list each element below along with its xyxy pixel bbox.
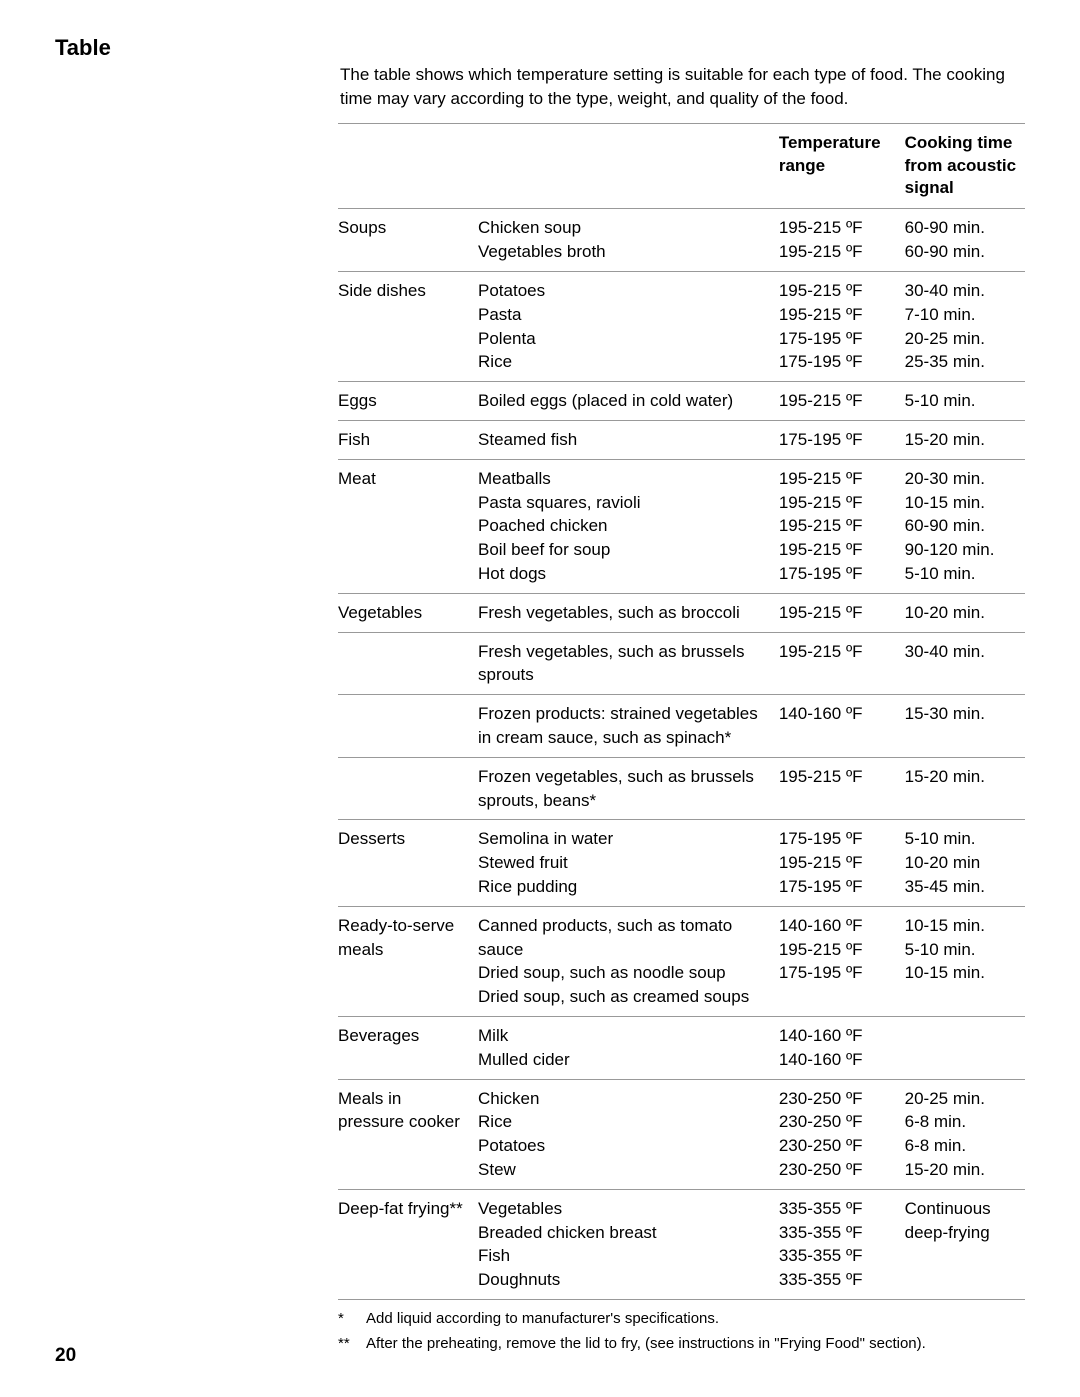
th-temp: Temperature range [779,123,905,209]
cell-temp: 140-160 ºF [779,695,905,758]
cell-food: Chicken soupVegetables broth [478,209,779,272]
cell-food: Steamed fish [478,420,779,459]
cell-category: Ready-to-serve meals [338,906,478,1016]
cell-food: ChickenRicePotatoesStew [478,1079,779,1189]
cell-food: Canned products, such as tomato sauceDri… [478,906,779,1016]
table-row: Frozen vegetables, such as brussels spro… [338,757,1025,820]
cooking-table: Temperature range Cooking time from acou… [338,123,1025,1300]
cell-time [905,1016,1025,1079]
cell-food: Frozen vegetables, such as brussels spro… [478,757,779,820]
footnote-text: Add liquid according to manufacturer's s… [366,1310,719,1327]
cell-temp: 195-215 ºF [779,593,905,632]
cell-time: 10-15 min.5-10 min.10-15 min. [905,906,1025,1016]
footnote: **After the preheating, remove the lid t… [338,1335,1025,1352]
cell-time: 15-20 min. [905,757,1025,820]
cell-category: Deep-fat frying** [338,1189,478,1299]
table-row: VegetablesFresh vegetables, such as broc… [338,593,1025,632]
footnote-text: After the preheating, remove the lid to … [366,1335,926,1352]
th-food [478,123,779,209]
cell-temp: 195-215 ºF195-215 ºF [779,209,905,272]
table-row: SoupsChicken soupVegetables broth195-215… [338,209,1025,272]
cell-category [338,632,478,695]
cell-food: VegetablesBreaded chicken breastFishDoug… [478,1189,779,1299]
table-row: FishSteamed fish175-195 ºF15-20 min. [338,420,1025,459]
table-row: Frozen products: strained vegetables in … [338,695,1025,758]
cell-time: 15-20 min. [905,420,1025,459]
cell-temp: 335-355 ºF335-355 ºF335-355 ºF335-355 ºF [779,1189,905,1299]
cell-time: Continuous deep-frying [905,1189,1025,1299]
cell-time: 20-25 min.6-8 min.6-8 min.15-20 min. [905,1079,1025,1189]
cell-category: Meals in pressure cooker [338,1079,478,1189]
table-row: Meals in pressure cookerChickenRicePotat… [338,1079,1025,1189]
table-header-row: Temperature range Cooking time from acou… [338,123,1025,209]
cell-temp: 195-215 ºF [779,382,905,421]
table-row: Deep-fat frying**VegetablesBreaded chick… [338,1189,1025,1299]
cell-time: 30-40 min.7-10 min.20-25 min.25-35 min. [905,272,1025,382]
cell-time: 30-40 min. [905,632,1025,695]
cell-category: Vegetables [338,593,478,632]
cell-temp: 195-215 ºF195-215 ºF175-195 ºF175-195 ºF [779,272,905,382]
cell-time: 60-90 min.60-90 min. [905,209,1025,272]
cell-category [338,757,478,820]
cell-food: MeatballsPasta squares, ravioliPoached c… [478,459,779,593]
table-row: Side dishesPotatoesPastaPolentaRice195-2… [338,272,1025,382]
cell-category: Desserts [338,820,478,906]
cell-temp: 195-215 ºF [779,632,905,695]
cooking-table-wrapper: Temperature range Cooking time from acou… [338,123,1025,1300]
cell-food: Frozen products: strained vegetables in … [478,695,779,758]
cell-category: Meat [338,459,478,593]
cell-food: Semolina in waterStewed fruitRice puddin… [478,820,779,906]
cell-food: MilkMulled cider [478,1016,779,1079]
cell-category: Soups [338,209,478,272]
footnote: *Add liquid according to manufacturer's … [338,1310,1025,1327]
footnote-marker: * [338,1310,366,1327]
table-row: DessertsSemolina in waterStewed fruitRic… [338,820,1025,906]
cell-time: 20-30 min.10-15 min.60-90 min.90-120 min… [905,459,1025,593]
footnote-marker: ** [338,1335,366,1352]
cell-category [338,695,478,758]
cell-food: Fresh vegetables, such as broccoli [478,593,779,632]
cell-food: Boiled eggs (placed in cold water) [478,382,779,421]
table-row: MeatMeatballsPasta squares, ravioliPoach… [338,459,1025,593]
th-time: Cooking time from acoustic signal [905,123,1025,209]
cell-time: 10-20 min. [905,593,1025,632]
cell-time: 5-10 min. [905,382,1025,421]
cell-category: Side dishes [338,272,478,382]
page-number: 20 [55,1345,76,1367]
table-row: EggsBoiled eggs (placed in cold water)19… [338,382,1025,421]
intro-text: The table shows which temperature settin… [340,63,1025,111]
th-category [338,123,478,209]
cell-category: Eggs [338,382,478,421]
cell-temp: 140-160 ºF140-160 ºF [779,1016,905,1079]
cell-temp: 195-215 ºF195-215 ºF195-215 ºF195-215 ºF… [779,459,905,593]
cell-food: Fresh vegetables, such as brussels sprou… [478,632,779,695]
table-row: Fresh vegetables, such as brussels sprou… [338,632,1025,695]
footnotes: *Add liquid according to manufacturer's … [338,1310,1025,1352]
table-row: Ready-to-serve mealsCanned products, suc… [338,906,1025,1016]
table-row: BeveragesMilkMulled cider140-160 ºF140-1… [338,1016,1025,1079]
cell-time: 15-30 min. [905,695,1025,758]
cell-category: Fish [338,420,478,459]
cell-temp: 175-195 ºF195-215 ºF175-195 ºF [779,820,905,906]
cell-temp: 195-215 ºF [779,757,905,820]
cell-temp: 140-160 ºF195-215 ºF175-195 ºF [779,906,905,1016]
section-title: Table [55,35,340,111]
cell-food: PotatoesPastaPolentaRice [478,272,779,382]
cell-temp: 230-250 ºF230-250 ºF230-250 ºF230-250 ºF [779,1079,905,1189]
cell-category: Beverages [338,1016,478,1079]
cell-temp: 175-195 ºF [779,420,905,459]
cell-time: 5-10 min.10-20 min35-45 min. [905,820,1025,906]
